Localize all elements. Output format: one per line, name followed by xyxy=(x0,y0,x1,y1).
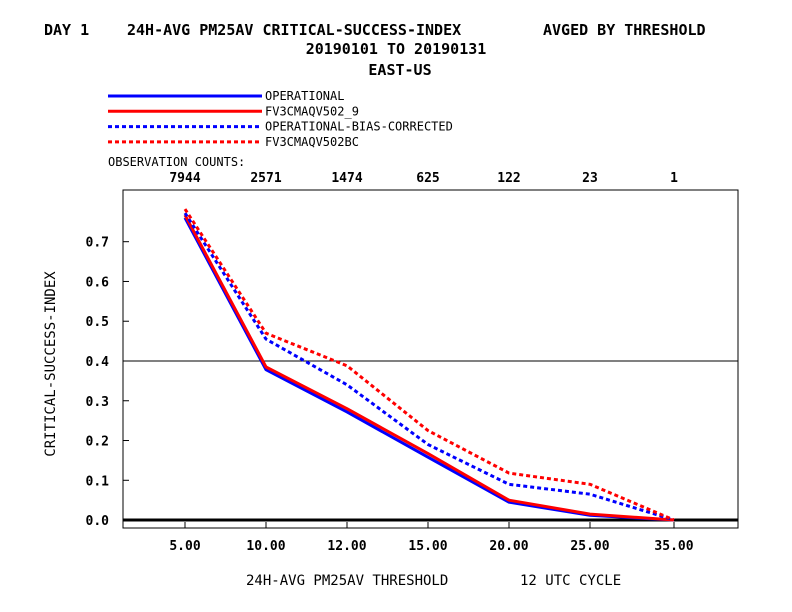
x-tick-label-4: 20.00 xyxy=(489,539,528,554)
title-right: AVGED BY THRESHOLD xyxy=(543,21,706,39)
x-tick-label-1: 10.00 xyxy=(246,539,285,554)
y-tick-label-3: 0.3 xyxy=(86,395,109,410)
y-tick-label-4: 0.4 xyxy=(86,355,110,370)
y-tick-label-2: 0.2 xyxy=(86,435,109,450)
x-axis-cycle-label: 12 UTC CYCLE xyxy=(520,573,621,589)
x-axis: 5.00 10.00 12.00 15.00 20.00 25.00 35.00 xyxy=(169,522,694,554)
observation-count-5: 23 xyxy=(582,171,598,186)
title-region: EAST-US xyxy=(368,61,431,79)
observation-count-1: 2571 xyxy=(250,171,281,186)
legend-label-2: OPERATIONAL-BIAS-CORRECTED xyxy=(265,120,453,134)
observation-count-6: 1 xyxy=(670,171,678,186)
observation-count-2: 1474 xyxy=(331,171,362,186)
x-tick-label-3: 15.00 xyxy=(408,539,447,554)
y-axis: 0.0 0.1 0.2 0.3 0.4 0.5 0.6 0.7 xyxy=(86,236,129,529)
x-tick-label-6: 35.00 xyxy=(654,539,693,554)
observation-count-3: 625 xyxy=(416,171,439,186)
title-day: DAY 1 xyxy=(44,21,89,39)
chart-title: DAY 1 24H-AVG PM25AV CRITICAL-SUCCESS-IN… xyxy=(44,21,706,79)
observation-counts-label: OBSERVATION COUNTS: xyxy=(108,155,245,169)
legend-label-1: FV3CMAQV502_9 xyxy=(265,104,359,118)
y-tick-label-1: 0.1 xyxy=(86,474,110,489)
legend-label-0: OPERATIONAL xyxy=(265,89,344,103)
series-line-0 xyxy=(183,217,675,522)
y-axis-title: CRITICAL-SUCCESS-INDEX xyxy=(43,271,59,457)
y-tick-label-6: 0.6 xyxy=(86,275,110,290)
x-tick-label-2: 12.00 xyxy=(327,539,366,554)
y-tick-label-0: 0.0 xyxy=(86,514,110,529)
observation-counts: 7944 2571 1474 625 122 23 1 xyxy=(169,171,678,186)
series-line-3 xyxy=(183,208,675,522)
observation-count-4: 122 xyxy=(497,171,520,186)
plot-frame xyxy=(122,189,739,529)
title-date-range: 20190101 TO 20190131 xyxy=(306,40,487,58)
series-lines xyxy=(183,208,675,522)
legend-label-3: FV3CMAQV502BC xyxy=(265,135,359,149)
x-axis-title: 24H-AVG PM25AV THRESHOLD xyxy=(246,573,448,589)
series-line-2 xyxy=(183,212,675,522)
x-tick-label-5: 25.00 xyxy=(570,539,609,554)
series-line-1 xyxy=(183,214,675,522)
x-tick-label-0: 5.00 xyxy=(169,539,200,554)
y-tick-label-5: 0.5 xyxy=(86,315,109,330)
title-main: 24H-AVG PM25AV CRITICAL-SUCCESS-INDEX xyxy=(127,21,461,39)
y-tick-label-7: 0.7 xyxy=(86,236,109,251)
observation-count-0: 7944 xyxy=(169,171,200,186)
